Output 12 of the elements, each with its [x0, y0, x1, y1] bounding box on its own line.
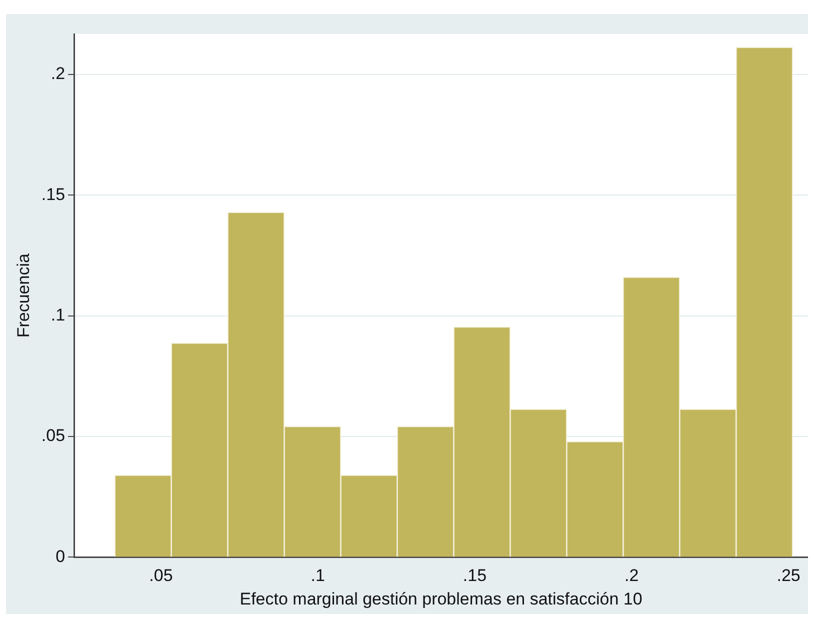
x-tick-label: .15 — [462, 566, 487, 586]
y-tick-label: .05 — [41, 426, 66, 446]
x-tick-label: .25 — [776, 566, 800, 586]
y-tick-label: 0 — [56, 546, 66, 566]
x-tick-label: .05 — [149, 566, 173, 586]
y-tick-label: .15 — [41, 184, 66, 204]
x-tick-label: .2 — [624, 566, 639, 586]
y-tick-label: .2 — [50, 64, 66, 84]
x-tick-label: .1 — [310, 566, 325, 586]
y-tick-label: .1 — [50, 306, 66, 325]
x-axis-title: Efecto marginal gestión problemas en satisfacción 10 — [240, 589, 642, 608]
y-axis-title: Frecuencia — [14, 253, 33, 338]
